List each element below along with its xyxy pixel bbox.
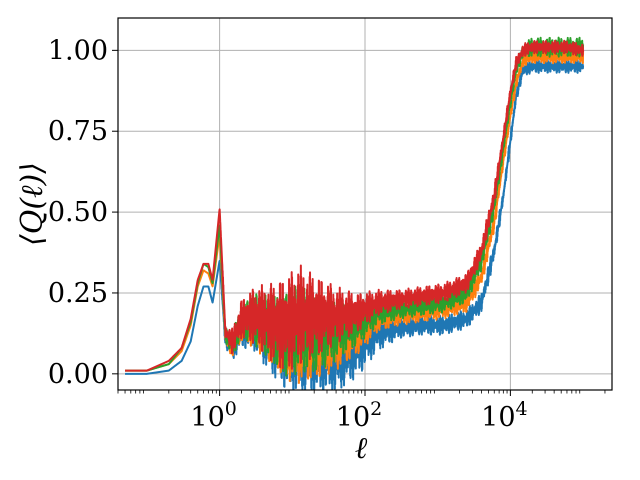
y-tick-label: 0.50 bbox=[48, 197, 108, 228]
y-tick-label: 0.75 bbox=[48, 116, 108, 147]
axis-labels: ℓ ⟨Q(ℓ)⟩ bbox=[15, 162, 368, 466]
series-line-1 bbox=[124, 59, 585, 390]
x-tick-label: 100 bbox=[190, 398, 236, 433]
y-tick-label: 0.00 bbox=[48, 359, 108, 390]
x-tick-label: 104 bbox=[481, 398, 527, 433]
x-axis-label: ℓ bbox=[355, 431, 368, 466]
y-tick-label: 0.25 bbox=[48, 278, 108, 309]
ticks: 100 102 104 0.00 0.25 0.50 0.75 1.00 bbox=[48, 35, 606, 433]
y-tick-label: 1.00 bbox=[48, 35, 108, 66]
grid bbox=[118, 18, 612, 390]
series-line-4 bbox=[124, 39, 585, 372]
y-axis-label: ⟨Q(ℓ)⟩ bbox=[15, 162, 50, 246]
x-tick-label: 102 bbox=[336, 398, 382, 433]
series-layer bbox=[124, 36, 585, 390]
